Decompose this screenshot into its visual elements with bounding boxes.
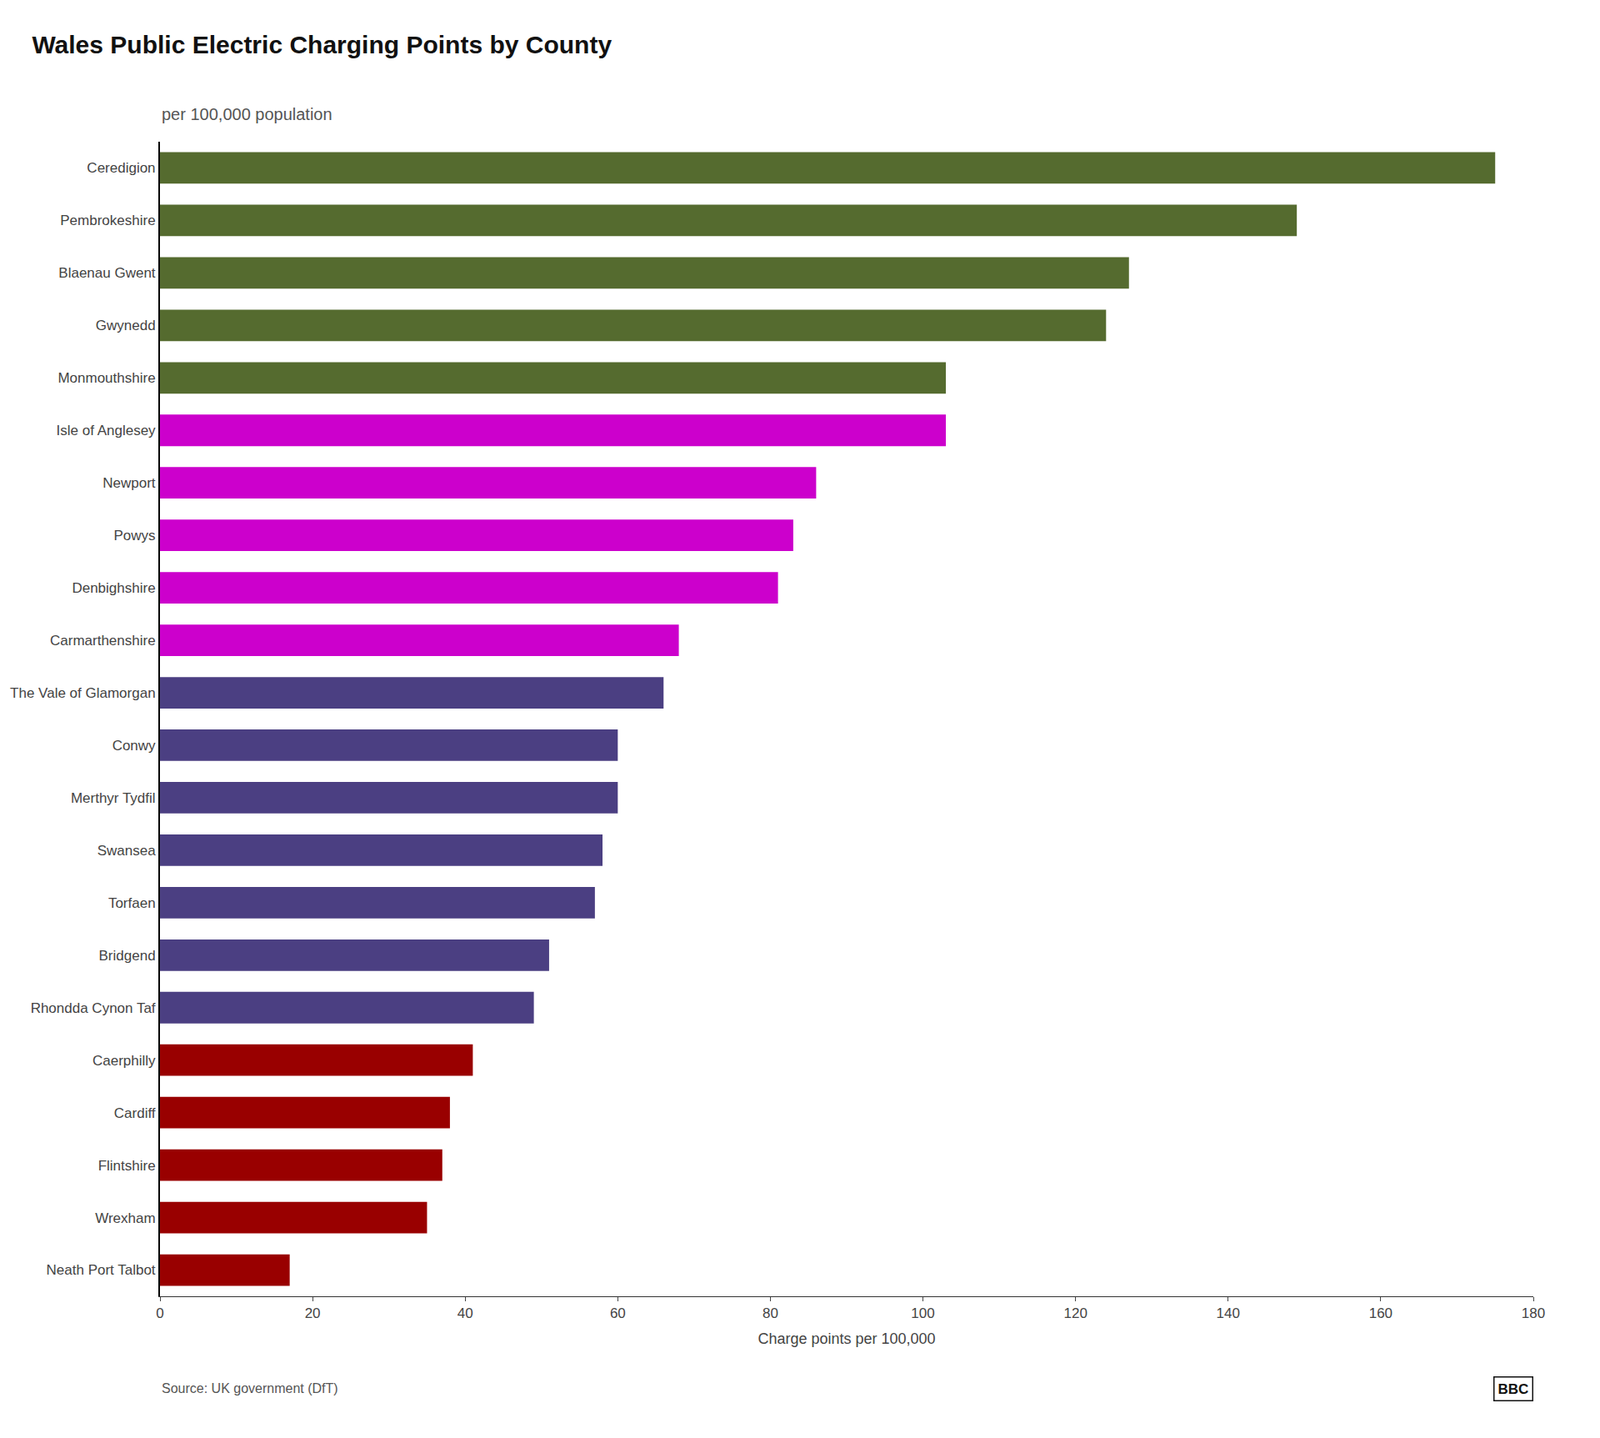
svg-text:20: 20 bbox=[305, 1305, 321, 1321]
svg-text:Rhondda Cynon Taf: Rhondda Cynon Taf bbox=[30, 1000, 156, 1016]
svg-text:Pembrokeshire: Pembrokeshire bbox=[60, 212, 155, 229]
svg-text:100: 100 bbox=[910, 1305, 935, 1321]
svg-text:140: 140 bbox=[1216, 1305, 1240, 1321]
svg-text:Cardiff: Cardiff bbox=[114, 1105, 156, 1121]
svg-text:Powys: Powys bbox=[114, 527, 156, 544]
svg-text:40: 40 bbox=[457, 1305, 474, 1321]
svg-text:Ceredigion: Ceredigion bbox=[86, 160, 155, 176]
svg-text:The Vale of Glamorgan: The Vale of Glamorgan bbox=[10, 685, 156, 701]
svg-text:per 100,000 population: per 100,000 population bbox=[161, 105, 333, 124]
svg-text:180: 180 bbox=[1521, 1305, 1545, 1321]
svg-text:Merthyr Tydfil: Merthyr Tydfil bbox=[70, 790, 156, 806]
svg-text:Bridgend: Bridgend bbox=[99, 947, 156, 964]
svg-text:60: 60 bbox=[610, 1305, 626, 1321]
svg-text:Conwy: Conwy bbox=[112, 737, 156, 754]
svg-text:Neath Port Talbot: Neath Port Talbot bbox=[46, 1261, 156, 1278]
svg-text:Wrexham: Wrexham bbox=[95, 1210, 155, 1226]
svg-text:BBC: BBC bbox=[1498, 1380, 1530, 1397]
svg-text:Charge points per 100,000: Charge points per 100,000 bbox=[757, 1330, 935, 1347]
svg-text:0: 0 bbox=[155, 1305, 164, 1321]
svg-text:80: 80 bbox=[762, 1305, 779, 1321]
svg-text:Torfaen: Torfaen bbox=[108, 895, 156, 911]
svg-text:Source: UK government (DfT): Source: UK government (DfT) bbox=[161, 1380, 339, 1395]
svg-text:Denbighshire: Denbighshire bbox=[71, 580, 155, 596]
svg-text:Monmouthshire: Monmouthshire bbox=[57, 370, 155, 386]
svg-text:160: 160 bbox=[1369, 1305, 1393, 1321]
svg-text:Gwynedd: Gwynedd bbox=[95, 317, 156, 334]
svg-text:Newport: Newport bbox=[102, 475, 156, 491]
svg-text:Caerphilly: Caerphilly bbox=[92, 1052, 156, 1069]
svg-text:Swansea: Swansea bbox=[97, 842, 156, 859]
svg-text:120: 120 bbox=[1063, 1305, 1087, 1321]
svg-text:Wales Public Electric Charging: Wales Public Electric Charging Points by… bbox=[31, 30, 612, 59]
svg-text:Carmarthenshire: Carmarthenshire bbox=[50, 632, 156, 649]
svg-text:Flintshire: Flintshire bbox=[98, 1157, 156, 1174]
svg-text:Isle of Anglesey: Isle of Anglesey bbox=[56, 422, 157, 439]
svg-text:Blaenau Gwent: Blaenau Gwent bbox=[58, 265, 156, 281]
